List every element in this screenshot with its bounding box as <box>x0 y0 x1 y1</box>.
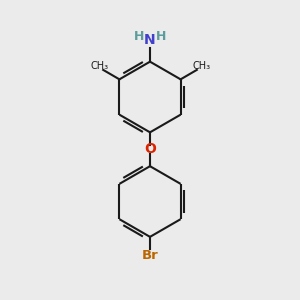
Text: N: N <box>144 33 156 47</box>
Text: Br: Br <box>142 249 158 262</box>
Text: H: H <box>134 30 144 43</box>
Text: CH₃: CH₃ <box>192 61 210 71</box>
Text: CH₃: CH₃ <box>91 61 109 71</box>
Text: O: O <box>144 142 156 155</box>
Text: H: H <box>156 30 166 43</box>
